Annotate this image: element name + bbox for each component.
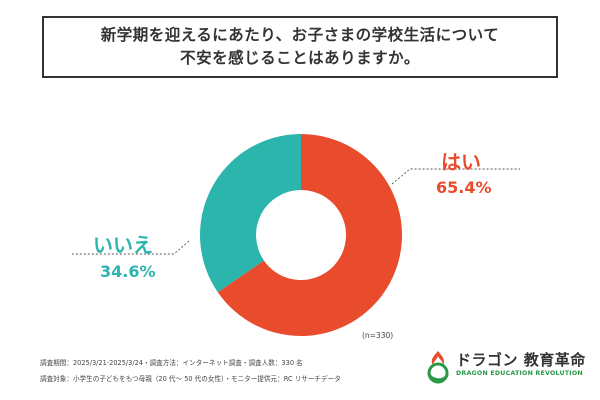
slice-label-no: いいえ — [93, 233, 153, 257]
leader-line-yes — [391, 168, 520, 185]
slice-yes — [217, 134, 402, 336]
dragon-logo-icon — [427, 351, 449, 384]
sample-size-label: (n=330) — [362, 331, 394, 340]
slice-no — [199, 134, 301, 293]
chart-title-line-2: 不安を感じることはありますか。 — [180, 49, 420, 67]
survey-info-line-2: 調査対象：小学生の子どもをもつ母親（20 代〜 50 代の女性）・モニター提供元… — [40, 375, 341, 383]
chart-title-line-1: 新学期を迎えるにあたり、お子さまの学校生活について — [100, 26, 500, 44]
leader-line-no — [70, 240, 190, 255]
slice-value-no: 34.6% — [100, 262, 156, 281]
logo-title: ドラゴン 教育革命 — [456, 351, 586, 369]
slice-label-yes: はい — [441, 150, 481, 174]
logo-subtitle: DRAGON EDUCATION REVOLUTION — [456, 370, 583, 377]
chart-title-box: 新学期を迎えるにあたり、お子さまの学校生活について 不安を感じることはありますか… — [42, 16, 558, 78]
survey-info-line-1: 調査期間：2025/3/21-2025/3/24・調査方法：インターネット調査・… — [40, 359, 303, 367]
slice-value-yes: 65.4% — [436, 178, 492, 197]
